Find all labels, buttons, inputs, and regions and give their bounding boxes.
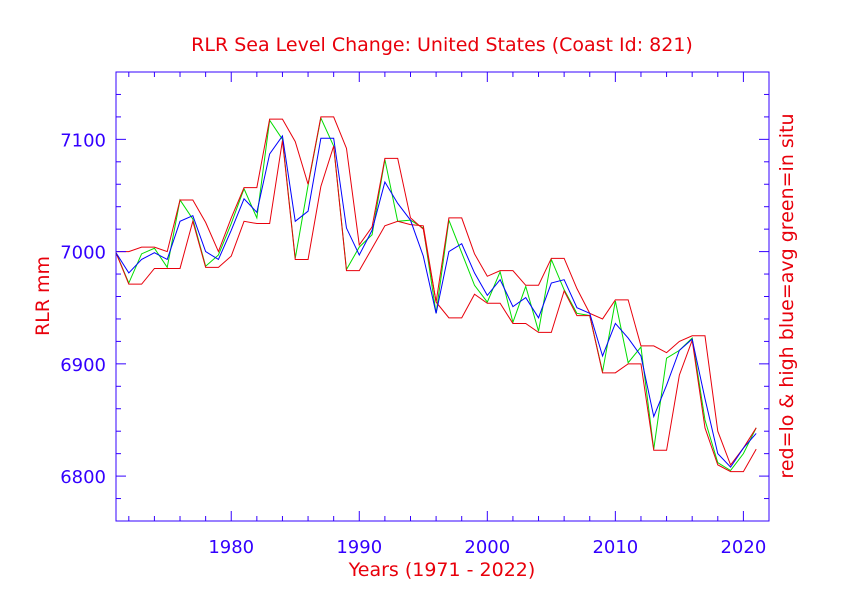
series-line-in-situ	[115, 116, 757, 472]
x-tick-label: 1980	[208, 537, 254, 558]
series-line-avg	[115, 134, 757, 468]
series-line-low	[115, 140, 757, 473]
y-tick-label: 7000	[60, 243, 106, 264]
y-axis-label: RLR mm	[32, 256, 54, 336]
chart-title: RLR Sea Level Change: United States (Coa…	[191, 34, 693, 56]
x-tick-label: 1990	[336, 537, 382, 558]
series-layer	[115, 116, 757, 473]
x-tick-label: 2020	[720, 537, 766, 558]
plot-frame	[115, 71, 770, 522]
y-tick-label: 6900	[60, 355, 106, 376]
x-tick-label: 2000	[464, 537, 510, 558]
ticks-layer: 1980 1990 2000 2010 2020 6800 6900 7000 7100	[60, 71, 770, 558]
x-tick-label: 2010	[592, 537, 638, 558]
x-axis-label: Years (1971 - 2022)	[348, 559, 536, 581]
series-line-high	[116, 116, 757, 466]
legend-right-label: red=lo & high blue=avg green=in situ	[776, 113, 798, 478]
y-tick-label: 7100	[60, 130, 106, 151]
y-tick-label: 6800	[60, 467, 106, 488]
